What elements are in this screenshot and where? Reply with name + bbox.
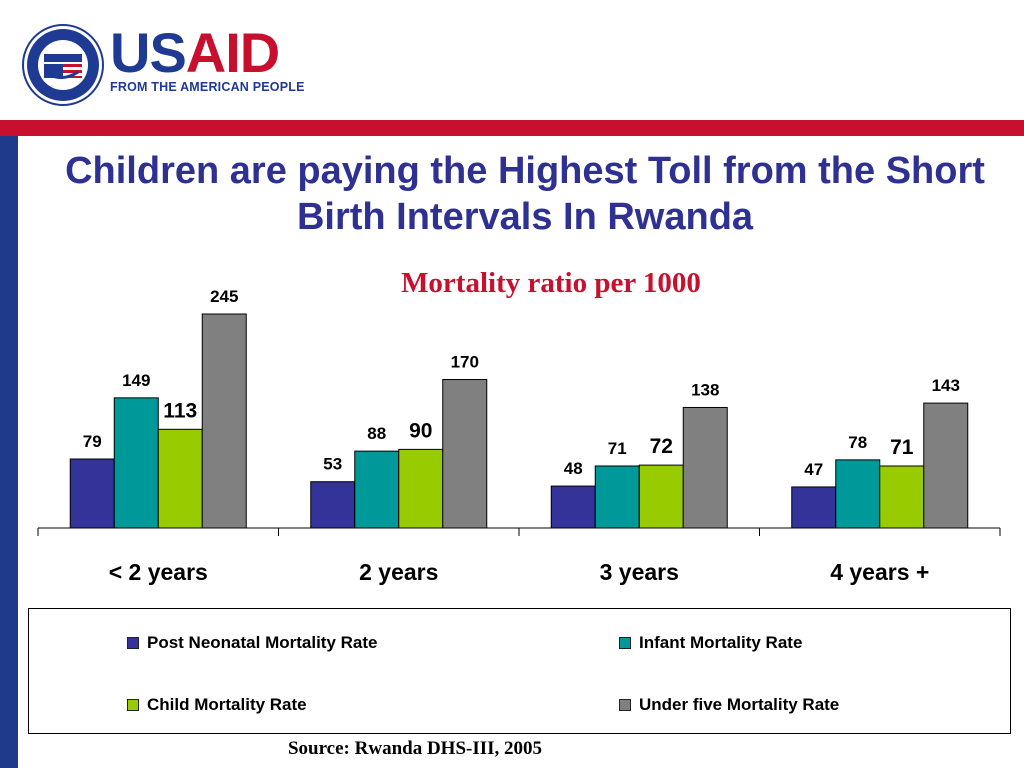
legend-swatch	[619, 637, 631, 649]
bar	[550, 485, 596, 529]
bar	[442, 379, 488, 529]
data-label: 71	[890, 436, 914, 459]
category-label: 2 years	[359, 559, 438, 585]
brand-us: US	[110, 21, 187, 84]
usaid-logo: USAID FROM THE AMERICAN PEOPLE	[110, 25, 305, 95]
slide-title: Children are paying the Highest Toll fro…	[65, 150, 985, 238]
brand-wordmark: USAID	[110, 25, 305, 81]
bar	[682, 406, 728, 529]
data-label: 71	[608, 439, 627, 458]
bar	[113, 397, 159, 529]
data-label: 149	[122, 371, 150, 390]
data-label: 143	[932, 376, 960, 395]
side-blue-bar	[0, 136, 18, 768]
data-label: 113	[163, 399, 197, 422]
category-label: 3 years	[600, 559, 679, 585]
category-label: < 2 years	[109, 559, 208, 585]
data-label: 245	[210, 287, 238, 306]
data-label: 78	[848, 433, 867, 452]
source-note: Source: Rwanda DHS-III, 2005	[287, 738, 543, 759]
legend-swatch	[619, 699, 631, 711]
bar-chart: Mortality ratio per 1000 79 149 113 245 53 88…	[37, 267, 1001, 585]
bar	[157, 428, 203, 529]
category-label: 4 years +	[830, 559, 929, 585]
header-red-bar	[0, 120, 1024, 136]
legend-label: Child Mortality Rate	[147, 695, 307, 714]
bar	[69, 458, 115, 529]
bar	[594, 465, 640, 529]
legend-item: Infant Mortality Rate	[619, 633, 802, 653]
bar	[354, 450, 400, 529]
brand-aid: AID	[185, 21, 280, 84]
slide-header: USAID FROM THE AMERICAN PEOPLE	[0, 0, 1024, 120]
legend-swatch	[127, 637, 139, 649]
legend-swatch	[127, 699, 139, 711]
bars-layer: 79 149 113 245 53 88 90 170 48 71 72 138 47 78 71 143	[69, 287, 969, 529]
bar	[791, 486, 837, 529]
bar	[201, 313, 247, 529]
data-label: 79	[83, 432, 102, 451]
chart-legend: Post Neonatal Mortality Rate Infant Morta…	[28, 608, 1011, 734]
x-axis-ticks: < 2 years 2 years 3 years 4 years +	[37, 528, 1001, 585]
data-label: 88	[367, 424, 386, 443]
legend-item: Under five Mortality Rate	[619, 695, 839, 715]
bar	[923, 402, 969, 529]
legend-item: Post Neonatal Mortality Rate	[127, 633, 378, 653]
data-label: 53	[323, 455, 342, 474]
usaid-seal-icon	[22, 24, 104, 106]
bar	[879, 465, 925, 529]
legend-item: Child Mortality Rate	[127, 695, 307, 715]
data-label: 48	[564, 459, 583, 478]
legend-label: Infant Mortality Rate	[639, 633, 803, 652]
brand-tagline: FROM THE AMERICAN PEOPLE	[110, 80, 305, 94]
bar	[398, 448, 444, 529]
bar	[835, 459, 881, 529]
data-label: 138	[691, 380, 719, 399]
legend-label: Under five Mortality Rate	[639, 695, 840, 714]
data-label: 170	[451, 353, 479, 372]
data-label: 47	[804, 460, 823, 479]
chart-title: Mortality ratio per 1000	[401, 267, 701, 299]
bar	[638, 464, 684, 529]
legend-label: Post Neonatal Mortality Rate	[147, 633, 378, 652]
data-label: 90	[409, 419, 432, 442]
data-label: 72	[650, 435, 673, 458]
bar	[310, 481, 356, 529]
